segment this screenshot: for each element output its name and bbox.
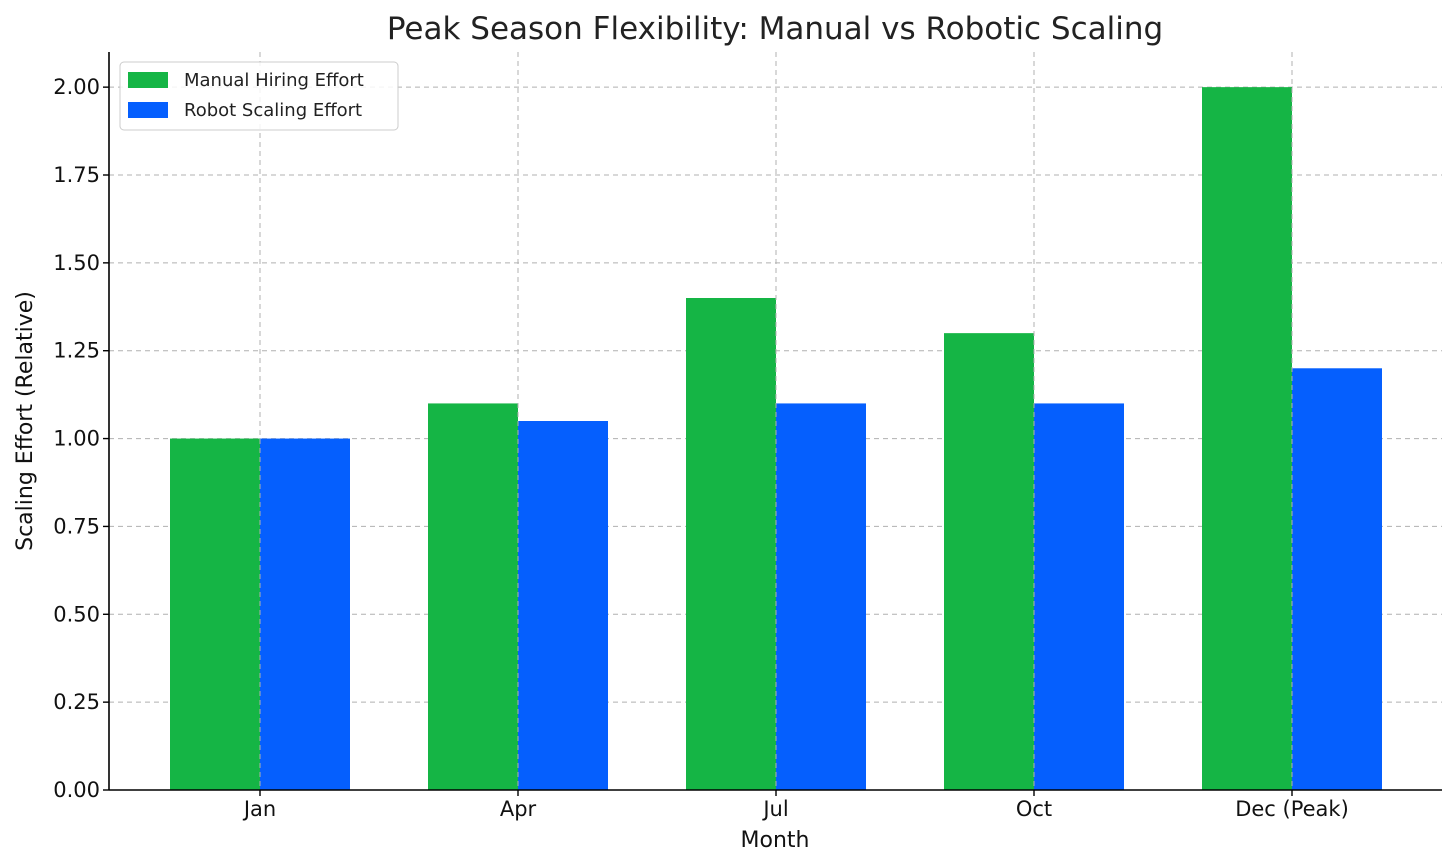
x-tick-label: Dec (Peak) bbox=[1235, 797, 1349, 821]
x-tick-label: Apr bbox=[500, 797, 537, 821]
x-ticks: Jan Apr Jul Oct Dec (Peak) bbox=[242, 790, 1349, 821]
bar-robot-dec-peak bbox=[1292, 368, 1382, 790]
bar-manual-jul bbox=[686, 298, 776, 790]
y-ticks: 0.00 0.25 0.50 0.75 1.00 1.25 1.50 1.75 2.00 bbox=[53, 75, 109, 802]
x-tick-label: Oct bbox=[1016, 797, 1052, 821]
bar-manual-dec-peak bbox=[1202, 87, 1292, 790]
legend-box bbox=[119, 61, 399, 131]
legend-swatch bbox=[128, 102, 168, 118]
bar-manual-apr bbox=[428, 403, 518, 790]
bars bbox=[170, 52, 1382, 790]
y-tick-label: 2.00 bbox=[53, 75, 100, 99]
bar-robot-apr bbox=[518, 421, 608, 790]
y-tick-label: 1.25 bbox=[53, 339, 100, 363]
bar-robot-oct bbox=[1034, 403, 1124, 790]
y-tick-label: 0.25 bbox=[53, 690, 100, 714]
x-tick-label: Jan bbox=[242, 797, 276, 821]
bar-manual-oct bbox=[944, 333, 1034, 790]
legend-label: Robot Scaling Effort bbox=[184, 100, 362, 121]
bar-manual-jan bbox=[170, 438, 260, 790]
bar-robot-jan bbox=[260, 438, 350, 790]
y-tick-label: 0.00 bbox=[53, 778, 100, 802]
legend-label: Manual Hiring Effort bbox=[184, 70, 364, 91]
y-axis-label: Scaling Effort (Relative) bbox=[13, 291, 38, 551]
bar-robot-jul bbox=[776, 403, 866, 790]
x-tick-label: Jul bbox=[761, 797, 788, 821]
y-tick-label: 0.75 bbox=[53, 514, 100, 538]
y-tick-label: 1.75 bbox=[53, 163, 100, 187]
legend: Manual Hiring Effort Robot Scaling Effort bbox=[119, 61, 399, 131]
y-tick-label: 0.50 bbox=[53, 602, 100, 626]
y-tick-label: 1.50 bbox=[53, 251, 100, 275]
x-axis-label: Month bbox=[741, 828, 810, 853]
chart-title: Peak Season Flexibility: Manual vs Robot… bbox=[387, 11, 1163, 47]
legend-swatch bbox=[128, 72, 168, 88]
y-tick-label: 1.00 bbox=[53, 427, 100, 451]
